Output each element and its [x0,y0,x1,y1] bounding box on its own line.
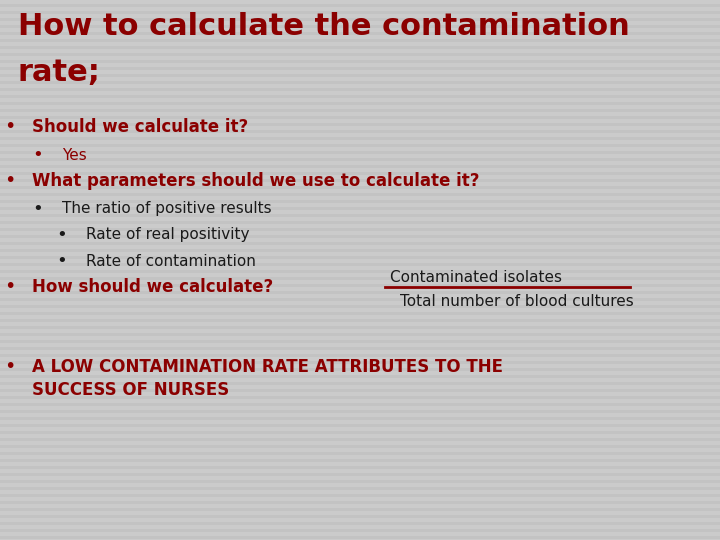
Bar [0,52,720,56]
Bar [0,451,720,455]
Bar [0,192,720,196]
Text: How should we calculate?: How should we calculate? [32,278,274,296]
Bar [0,165,720,168]
Bar [0,312,720,315]
Bar [0,213,720,217]
Bar [0,388,720,392]
Bar [0,501,720,504]
Bar [0,508,720,511]
Bar [0,494,720,497]
Bar [0,179,720,182]
Bar [0,87,720,91]
Bar [0,347,720,350]
Text: Rate of real positivity: Rate of real positivity [86,227,250,242]
Bar [0,284,720,287]
Bar [0,326,720,329]
Bar [0,458,720,462]
Bar [0,241,720,245]
Text: Should we calculate it?: Should we calculate it? [32,118,248,136]
Bar [0,123,720,126]
Text: SUCCESS OF NURSES: SUCCESS OF NURSES [32,381,229,399]
Bar [0,206,720,210]
Text: A LOW CONTAMINATION RATE ATTRIBUTES TO THE: A LOW CONTAMINATION RATE ATTRIBUTES TO T… [32,358,503,376]
Bar [0,151,720,154]
Bar [0,172,720,175]
Text: rate;: rate; [18,58,101,87]
Text: How to calculate the contamination: How to calculate the contamination [18,12,630,41]
Bar [0,480,720,483]
Bar [0,66,720,70]
Bar [0,17,720,21]
Bar [0,361,720,364]
Text: •: • [4,118,16,137]
Bar [0,430,720,434]
Bar [0,340,720,343]
Text: The ratio of positive results: The ratio of positive results [62,201,271,217]
Bar [0,109,720,112]
Bar [0,276,720,280]
Bar [0,409,720,413]
Bar [0,220,720,224]
Text: Total number of blood cultures: Total number of blood cultures [400,294,634,309]
Bar [0,102,720,105]
Bar [0,444,720,448]
Bar [0,402,720,406]
Bar [0,38,720,42]
Text: •: • [57,252,68,270]
Text: •: • [32,200,43,218]
Bar [0,319,720,322]
Bar [0,472,720,476]
Bar [0,515,720,518]
Bar [0,437,720,441]
Bar [0,144,720,147]
Bar [0,262,720,266]
Bar [0,423,720,427]
Bar [0,255,720,259]
Bar [0,522,720,525]
Bar [0,381,720,385]
Bar [0,368,720,371]
Bar [0,354,720,357]
Bar [0,59,720,63]
Bar [0,375,720,378]
Bar [0,291,720,294]
Text: Yes: Yes [62,147,86,163]
Bar [0,298,720,301]
Bar [0,24,720,28]
Text: •: • [57,226,68,244]
Bar [0,465,720,469]
Bar [0,158,720,161]
Bar [0,269,720,273]
Bar [0,529,720,532]
Text: Contaminated isolates: Contaminated isolates [390,270,562,285]
Text: •: • [32,146,43,164]
Bar [0,248,720,252]
Bar [0,227,720,231]
Bar [0,130,720,133]
Bar [0,536,720,539]
Bar [0,31,720,35]
Bar [0,305,720,308]
Text: •: • [4,357,16,376]
Bar [0,73,720,77]
Bar [0,94,720,98]
Bar [0,333,720,336]
Bar [0,10,720,14]
Bar [0,186,720,189]
Bar [0,395,720,399]
Text: What parameters should we use to calculate it?: What parameters should we use to calcula… [32,172,480,190]
Text: •: • [4,172,16,191]
Bar [0,116,720,119]
Bar [0,487,720,490]
Bar [0,137,720,140]
Text: Rate of contamination: Rate of contamination [86,253,256,268]
Bar [0,416,720,420]
Bar [0,234,720,238]
Bar [0,199,720,203]
Text: •: • [4,278,16,296]
Bar [0,80,720,84]
Bar [0,45,720,49]
Bar [0,3,720,7]
